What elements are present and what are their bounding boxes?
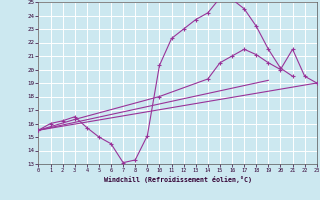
X-axis label: Windchill (Refroidissement éolien,°C): Windchill (Refroidissement éolien,°C) — [104, 176, 252, 183]
